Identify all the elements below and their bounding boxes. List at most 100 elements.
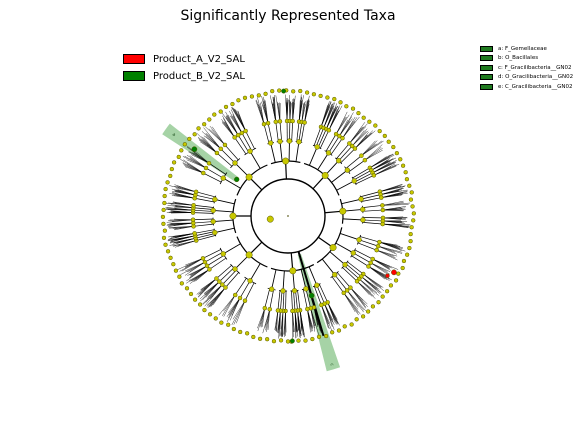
tree-node [277, 138, 283, 145]
clade-labels: ac [171, 132, 334, 367]
tree-node [330, 330, 335, 335]
tree-node [245, 173, 253, 181]
branch-edge [223, 177, 241, 189]
tree-node [232, 266, 238, 272]
tree-node [202, 259, 208, 265]
branch-edge [330, 137, 343, 155]
tree-node [226, 322, 231, 327]
branch-edge [216, 265, 232, 279]
tree-node [391, 144, 396, 150]
branch-edge [328, 135, 340, 154]
branch-edge [362, 219, 383, 222]
leaf-edge [185, 258, 204, 266]
tree-node [202, 122, 207, 127]
tree-node [204, 263, 210, 269]
tree-node [193, 189, 199, 195]
leaf-edge [382, 223, 408, 228]
tree-node [222, 142, 228, 148]
tree-node [275, 308, 281, 313]
leaf-edge [207, 284, 223, 297]
tree-node [184, 286, 190, 291]
leaf-edge [172, 201, 194, 206]
branch-edge [291, 290, 293, 311]
tree-node [298, 88, 303, 94]
tree-node [270, 88, 275, 94]
tree-node [329, 244, 337, 251]
tree-node [251, 334, 256, 340]
branch-edge [297, 290, 301, 311]
tree-node [219, 320, 224, 325]
leaf-edge [372, 162, 396, 173]
branch-edge [234, 137, 247, 155]
branch-edge [275, 121, 279, 142]
branch-edge [193, 221, 214, 224]
tree-node [342, 324, 347, 329]
leaf-edge [298, 95, 304, 122]
branch-edge [342, 267, 358, 282]
leaf-edge [370, 262, 389, 275]
leaf-edge [379, 186, 405, 192]
leaf-edge [232, 300, 246, 320]
tree-node [232, 135, 237, 140]
tree-node [239, 130, 245, 136]
tree-node [162, 200, 167, 206]
leaf-edge [257, 308, 265, 329]
leaf-edge [382, 217, 406, 221]
leaf-edge [177, 189, 196, 196]
leaf-edge [171, 192, 195, 199]
leaf-edge [328, 105, 343, 131]
branch-edge [360, 236, 380, 243]
tree-node [243, 128, 248, 134]
tree-node [220, 251, 226, 257]
branch-edge [340, 148, 356, 164]
legend-swatch-green [123, 71, 145, 81]
branch-edge [308, 266, 318, 286]
tree-node [244, 331, 250, 336]
branch-edge [359, 239, 379, 247]
tree-node [213, 316, 218, 321]
tree-node [347, 141, 352, 146]
tree-node [290, 308, 295, 314]
tree-node [314, 282, 320, 288]
tree-node [179, 281, 184, 286]
tree-node [411, 218, 416, 223]
branch-edge [362, 209, 383, 212]
tree-node [323, 333, 329, 339]
leaf-edge [186, 159, 207, 169]
branch-edge [249, 263, 261, 281]
leaf-edge [382, 202, 411, 206]
tree-node [268, 286, 275, 292]
tree-node [311, 92, 317, 97]
branch-edge [249, 151, 261, 169]
tree-node [173, 268, 179, 273]
branch-edge [263, 123, 270, 144]
tree-node [230, 101, 235, 107]
tree-node [360, 314, 366, 319]
tree-node [316, 334, 322, 339]
leaf-edge [165, 207, 194, 211]
branch-edge [315, 127, 324, 147]
branch-edge [331, 276, 345, 294]
clade-swatch [480, 45, 493, 52]
tree-node [370, 256, 375, 262]
tree-node [318, 93, 323, 99]
leaf-edge [187, 265, 208, 276]
tree-node [236, 98, 241, 103]
tree-node [338, 100, 343, 105]
tree-node [231, 326, 236, 332]
leaf-edge [231, 109, 243, 134]
branch-edge [345, 155, 362, 169]
leaf-edge [277, 310, 281, 333]
tree-node [375, 243, 381, 249]
leaf-edge [361, 276, 380, 294]
tree-node [408, 231, 413, 237]
tree-node [277, 119, 283, 124]
tree-node [391, 269, 397, 276]
ring-arc [250, 178, 326, 254]
clade-highlight-wedge [162, 123, 240, 183]
branch-edge [300, 122, 305, 143]
clade-swatch [480, 64, 493, 71]
tree-node [341, 290, 347, 296]
clade-legend-entry: b: O_Bacillales [480, 54, 576, 64]
